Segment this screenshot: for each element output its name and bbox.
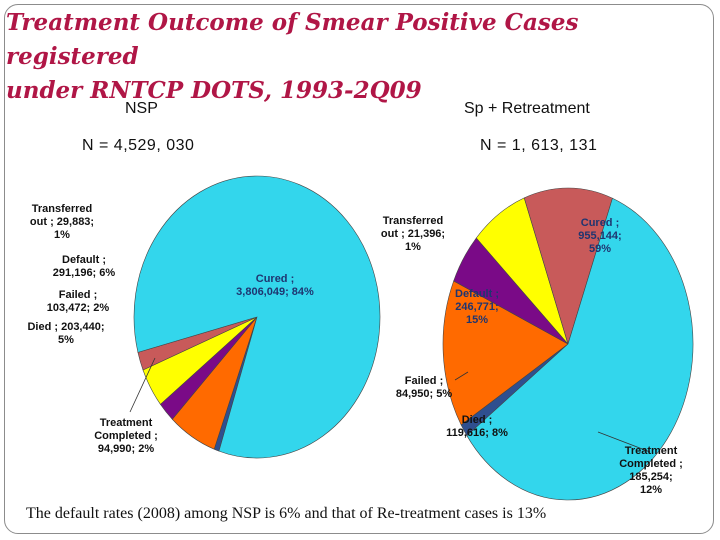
retreatment-label-cured: Cured ; 955,144; 59% bbox=[578, 217, 621, 255]
title-line-1: Treatment Outcome of Smear Positive Case… bbox=[6, 9, 579, 70]
nsp-label-died: Died ; 203,440; 5% bbox=[27, 321, 104, 346]
nsp-label-default: Default ; 291,196; 6% bbox=[53, 254, 116, 279]
nsp-label-treatment-completed: Treatment Completed ; 94,990; 2% bbox=[94, 417, 158, 455]
nsp-chart-title: NSP bbox=[125, 100, 158, 117]
slide-title: Treatment Outcome of Smear Positive Case… bbox=[6, 6, 706, 108]
retreatment-leader-failed bbox=[454, 371, 469, 381]
nsp-chart-subtitle: N = 4,529, 030 bbox=[82, 137, 195, 154]
nsp-label-cured: Cured ; 3,806,049; 84% bbox=[236, 273, 314, 298]
nsp-slice-cured bbox=[133, 175, 381, 459]
nsp-label-failed: Failed ; 103,472; 2% bbox=[47, 289, 110, 314]
retreatment-chart-subtitle: N = 1, 613, 131 bbox=[480, 137, 598, 154]
retreatment-slice-default bbox=[442, 280, 569, 426]
retreatment-label-default: Default ; 246,771; 15% bbox=[455, 288, 499, 326]
nsp-label-transferred-out: Transferred out ; 29,883; 1% bbox=[30, 203, 94, 241]
retreatment-slice-cured bbox=[466, 197, 694, 501]
retreatment-chart-title: Sp + Retreatment bbox=[464, 100, 590, 117]
retreatment-leader-treatment-completed bbox=[597, 431, 651, 453]
slide-frame bbox=[4, 4, 714, 534]
retreatment-label-failed: Failed ; 84,950; 5% bbox=[396, 375, 452, 400]
retreatment-label-died: Died ; 119,616; 8% bbox=[446, 414, 508, 439]
retreatment-label-treatment-completed: Treatment Completed ; 185,254; 12% bbox=[619, 445, 683, 496]
title-line-2: under RNTCP DOTS, 1993-2Q09 bbox=[6, 77, 422, 104]
nsp-leader-treatment-completed bbox=[129, 357, 156, 413]
retreatment-slice-treatment-completed bbox=[523, 187, 613, 346]
footnote: The default rates (2008) among NSP is 6%… bbox=[26, 505, 547, 522]
retreatment-label-transferred-out: Transferred out ; 21,396; 1% bbox=[381, 215, 445, 253]
